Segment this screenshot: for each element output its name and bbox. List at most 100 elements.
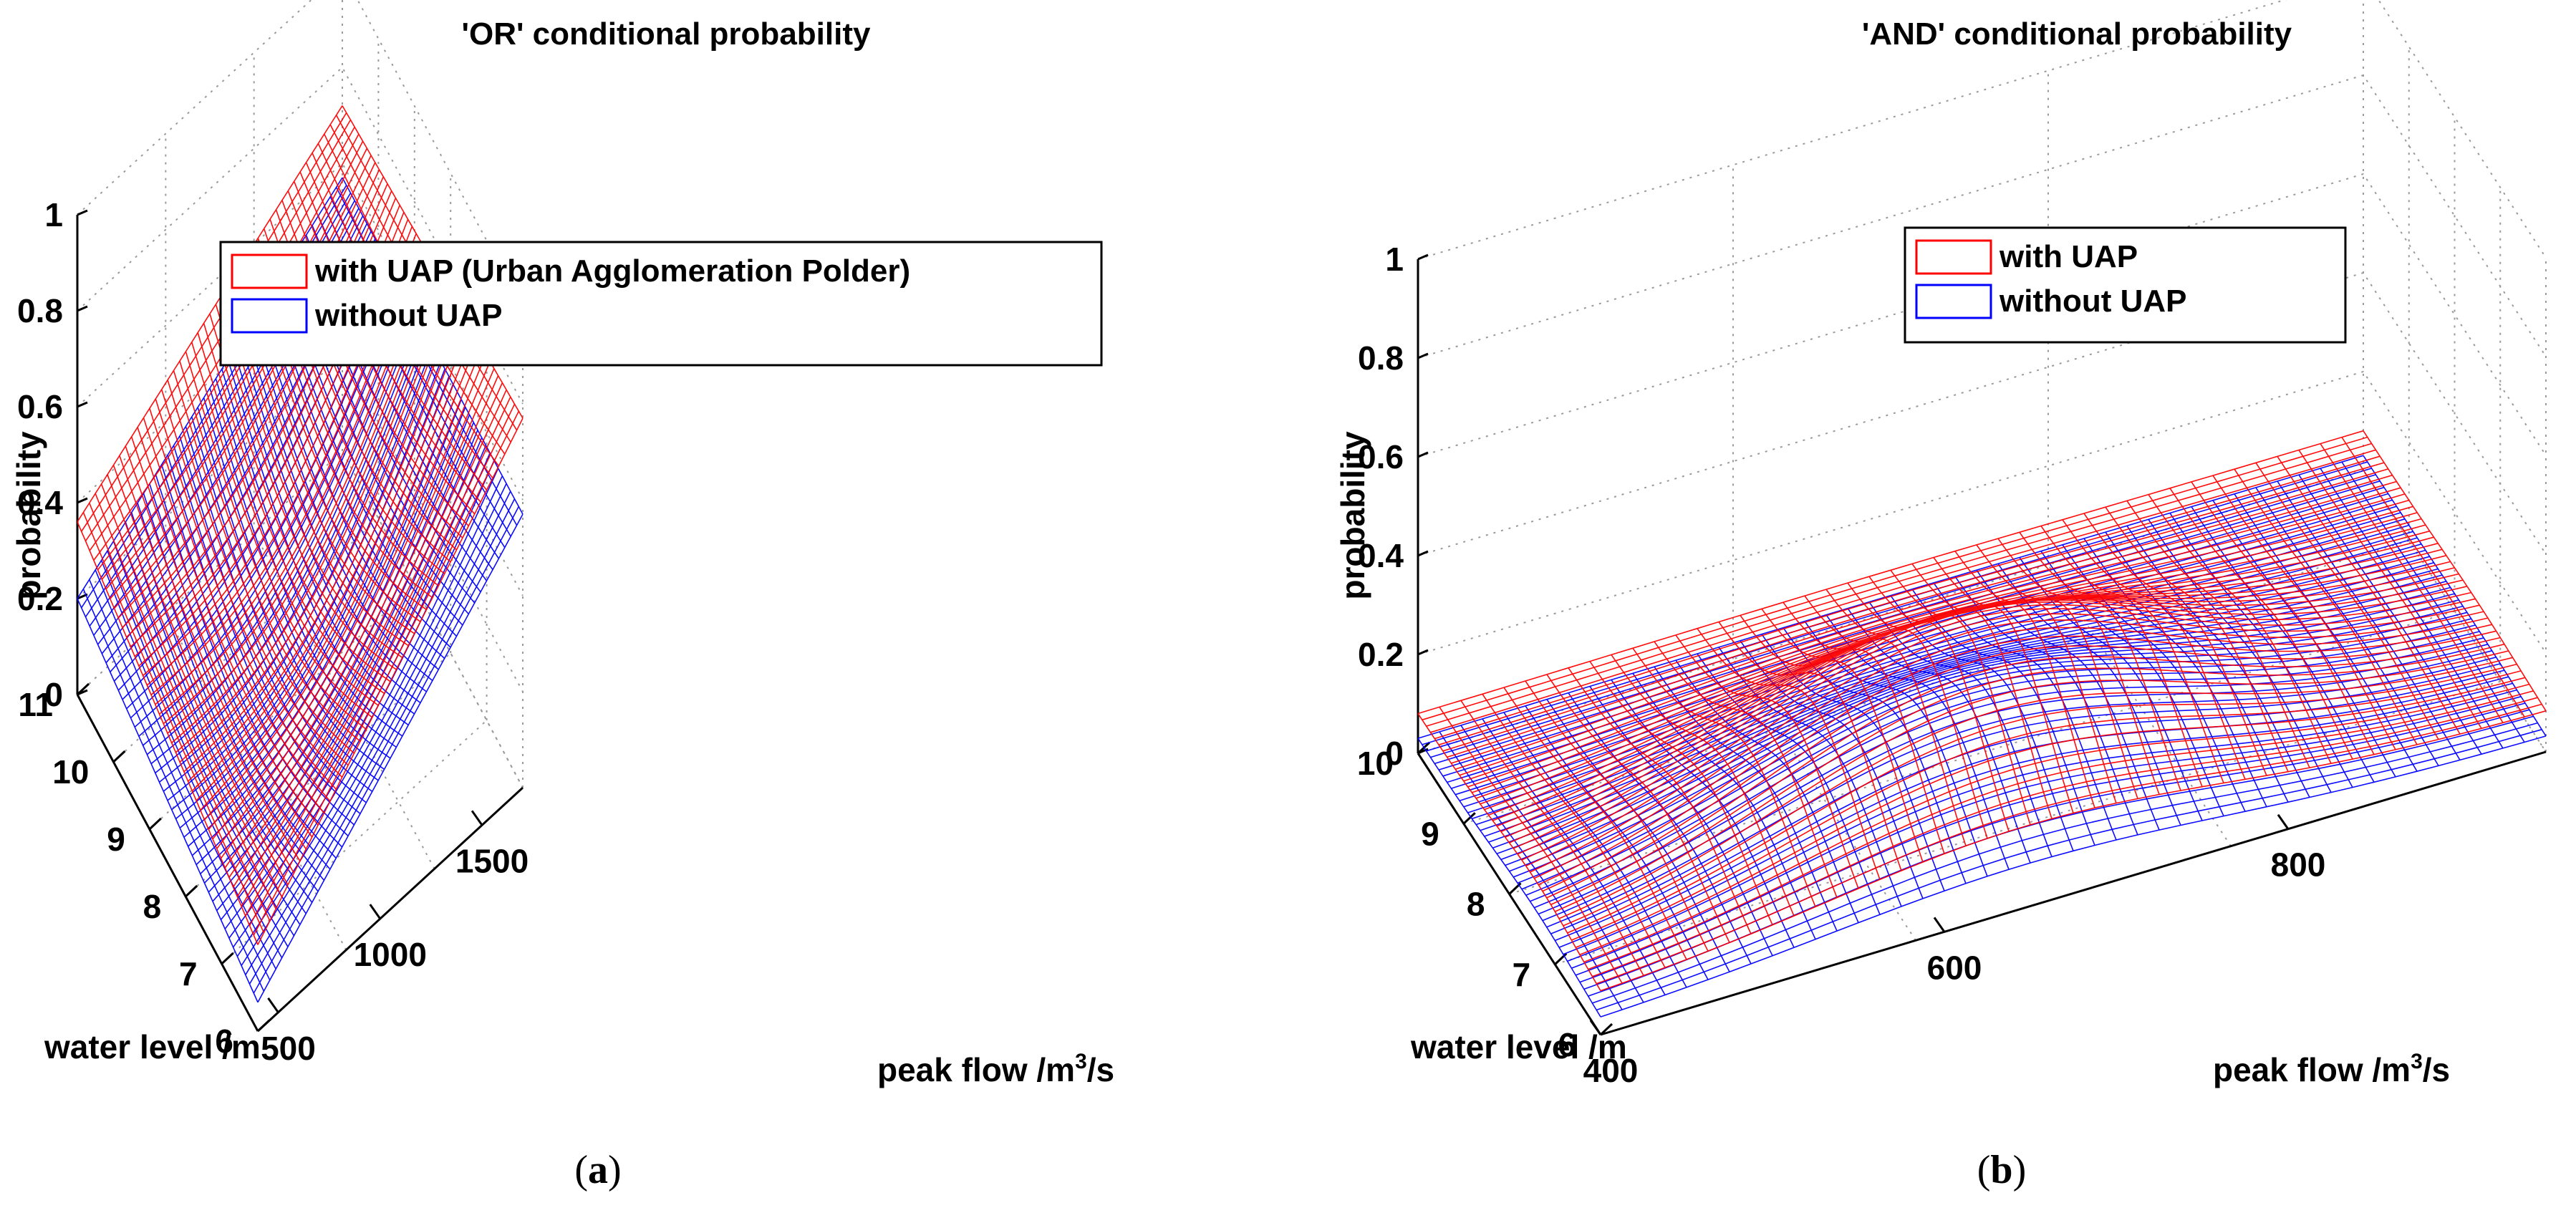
mesh-line bbox=[97, 140, 364, 571]
mesh-line bbox=[1455, 487, 2401, 770]
mesh-line bbox=[1592, 697, 2538, 977]
mesh-line bbox=[81, 112, 347, 532]
mesh-line bbox=[1911, 589, 2095, 846]
z-tick-label: 0.6 bbox=[17, 388, 63, 425]
x-tick-label: 8 bbox=[143, 888, 162, 925]
mesh-line bbox=[1976, 544, 2160, 795]
mesh-line bbox=[1467, 506, 2413, 788]
mesh-line bbox=[2019, 531, 2203, 787]
legend-entry: without UAP bbox=[1999, 284, 2187, 319]
mesh-line bbox=[2234, 468, 2418, 745]
surface-with-uap bbox=[1417, 430, 2547, 992]
mesh-line bbox=[215, 378, 397, 748]
legend-swatch bbox=[231, 253, 308, 289]
legend-swatch bbox=[231, 298, 308, 334]
mesh-line bbox=[1997, 538, 2181, 791]
z-tick bbox=[1417, 550, 1429, 557]
grid-line bbox=[1417, 0, 2547, 260]
mesh-line bbox=[2255, 462, 2439, 740]
grid-line bbox=[1417, 370, 2547, 655]
mesh-line bbox=[221, 369, 403, 737]
x-tick bbox=[148, 817, 162, 831]
x-tick-label: 8 bbox=[1467, 886, 1485, 923]
mesh-line bbox=[1505, 586, 2451, 866]
y-tick-label: 600 bbox=[1927, 949, 1982, 986]
y-tick bbox=[369, 904, 381, 919]
z-tick-label: 0 bbox=[44, 676, 63, 713]
mesh-line bbox=[155, 322, 421, 774]
mesh-line bbox=[2169, 513, 2353, 788]
mesh-line bbox=[1976, 569, 2160, 831]
mesh-line bbox=[1550, 657, 2497, 934]
grid-line bbox=[2363, 470, 2547, 753]
grid-line bbox=[185, 652, 451, 897]
z-tick-label: 1 bbox=[44, 196, 63, 233]
mesh-line bbox=[1438, 462, 2385, 745]
z-tick bbox=[77, 497, 88, 504]
mesh-line bbox=[1434, 455, 2380, 740]
mesh-line bbox=[143, 299, 409, 746]
mesh-line bbox=[275, 282, 458, 637]
mesh-line bbox=[1475, 518, 2422, 799]
mesh-line bbox=[93, 133, 360, 561]
x-tick bbox=[76, 682, 90, 696]
x-axis bbox=[76, 694, 259, 1032]
x-tick-label: 9 bbox=[107, 821, 125, 858]
z-tick bbox=[77, 305, 88, 312]
mesh-line bbox=[209, 313, 391, 682]
y-tick-label: 1500 bbox=[455, 842, 529, 879]
grid-line bbox=[149, 585, 415, 830]
mesh-line bbox=[82, 512, 265, 934]
z-tick-label: 0.8 bbox=[17, 292, 63, 329]
mesh-line bbox=[227, 359, 409, 726]
mesh-line bbox=[2040, 526, 2224, 783]
mesh-line bbox=[1563, 650, 2509, 927]
mesh-line bbox=[2277, 480, 2461, 760]
mesh-line bbox=[257, 311, 439, 670]
x-tick bbox=[185, 884, 198, 898]
mesh-line bbox=[1455, 512, 2401, 796]
mesh-line bbox=[146, 307, 413, 755]
mesh-line bbox=[1442, 468, 2389, 752]
mesh-line bbox=[1417, 430, 2364, 715]
x-tick-label: 9 bbox=[1421, 815, 1439, 852]
mesh-line bbox=[1933, 582, 2117, 841]
mesh-line bbox=[1496, 548, 2443, 827]
mesh-line bbox=[1525, 705, 1709, 980]
mesh-line bbox=[1451, 480, 2397, 764]
mesh-line bbox=[1459, 493, 2406, 776]
mesh-line bbox=[2083, 513, 2267, 776]
x-tick-label: 11 bbox=[18, 686, 53, 723]
mesh-line bbox=[2320, 443, 2504, 723]
x-tick bbox=[1599, 1023, 1613, 1036]
mesh-line bbox=[77, 105, 343, 523]
mesh-line bbox=[2363, 430, 2547, 712]
y-axis bbox=[256, 786, 524, 1033]
mesh-line bbox=[1600, 735, 2547, 1018]
grid-line bbox=[77, 0, 524, 309]
mesh-line bbox=[2148, 494, 2332, 764]
mesh-line bbox=[233, 276, 415, 634]
mesh-line bbox=[2040, 551, 2224, 816]
mesh-line bbox=[2062, 519, 2246, 780]
y-tick bbox=[267, 997, 279, 1013]
z-tick-label: 0.8 bbox=[1358, 339, 1404, 377]
mesh-line bbox=[1911, 563, 2095, 808]
mesh-line bbox=[85, 119, 352, 542]
z-tick-label: 0.4 bbox=[17, 484, 63, 521]
z-tick-label: 0.4 bbox=[1358, 537, 1404, 574]
x-tick bbox=[112, 750, 126, 763]
x-tick bbox=[221, 952, 234, 965]
mesh-line bbox=[1954, 576, 2138, 836]
mesh-line bbox=[2212, 500, 2396, 778]
mesh-line bbox=[263, 301, 445, 659]
legend-b: with UAP without UAP bbox=[1904, 226, 2347, 344]
legend-entry: with UAP bbox=[1999, 239, 2138, 274]
y-tick bbox=[2277, 813, 2290, 830]
z-tick bbox=[1417, 352, 1429, 359]
mesh-line bbox=[1422, 436, 2368, 721]
z-tick bbox=[1417, 451, 1429, 458]
mesh-line bbox=[2277, 455, 2461, 735]
